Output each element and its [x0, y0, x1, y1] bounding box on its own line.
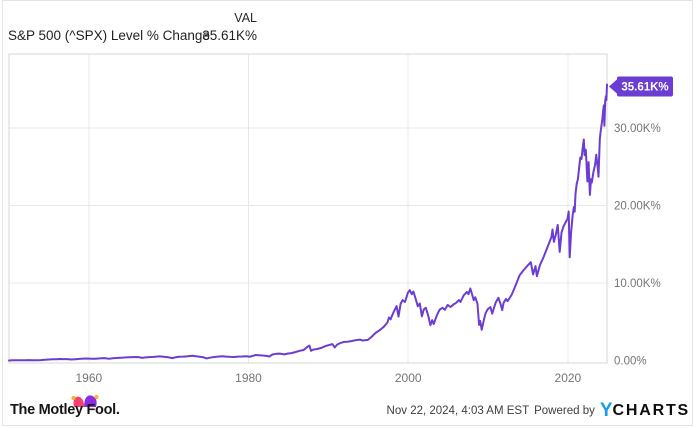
y-tick-label: 30.00K% — [614, 123, 661, 135]
jester-hat-icon — [71, 394, 99, 407]
y-tick-label: 0.00% — [614, 356, 647, 368]
x-tick-label: 1960 — [75, 371, 102, 385]
y-tick-label: 20.00K% — [614, 201, 661, 213]
x-tick-label: 1980 — [235, 371, 262, 385]
chart-timestamp: Nov 22, 2024, 4:03 AM EST — [386, 404, 530, 417]
plot-border — [8, 53, 608, 364]
series-title: S&P 500 (^SPX) Level % Change — [8, 28, 210, 43]
value-badge — [617, 76, 673, 97]
x-tick-label: 2000 — [395, 371, 422, 385]
motley-fool-wordmark: The Motley Fool. — [10, 402, 120, 418]
spx-series-line — [8, 83, 608, 362]
x-tick-label: 2020 — [555, 371, 582, 385]
value-badge-label: 35.61K% — [621, 82, 668, 94]
val-column-header: VAL — [234, 11, 257, 25]
ycharts-logo: Y CHARTS — [600, 401, 690, 420]
ycharts-y-mark: Y — [599, 400, 613, 421]
ycharts-wordmark: CHARTS — [612, 401, 690, 419]
y-tick-label: 10.00K% — [614, 278, 661, 290]
motley-fool-logo: The Motley Fool. — [10, 393, 120, 421]
series-current-value: 35.61K% — [202, 28, 257, 43]
value-badge-arrow — [609, 78, 618, 95]
powered-by-label: Powered by — [534, 404, 595, 417]
